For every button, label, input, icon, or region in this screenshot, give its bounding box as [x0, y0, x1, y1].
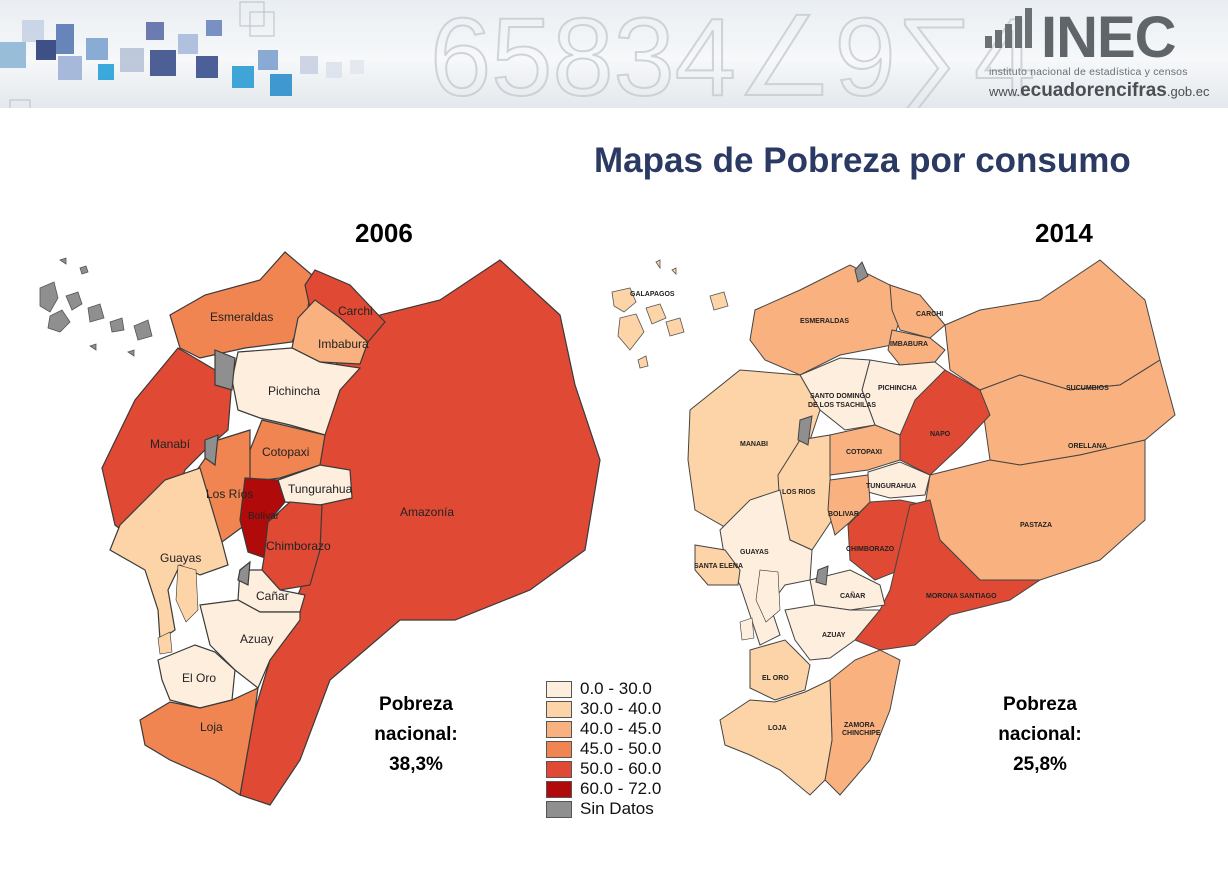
- provinces-2006: [101, 251, 601, 806]
- region-loja-2006: [139, 686, 259, 796]
- region-guayas-2006: [109, 467, 229, 642]
- region-manabi-2006: [101, 347, 233, 546]
- label-santaelena-2014: SANTA ELENA: [694, 563, 743, 570]
- label-esmeraldas-2006: Esmeraldas: [210, 310, 273, 324]
- label-carchi-2006: Carchi: [338, 304, 373, 318]
- label-manabi-2014: MANABI: [740, 441, 768, 448]
- legend-item: 40.0 - 45.0: [546, 719, 686, 739]
- region-loja-2014: [719, 679, 833, 796]
- banner-decoration: 65834∠9∑4: [0, 0, 1036, 108]
- label-azuay-2006: Azuay: [240, 632, 273, 646]
- label-tsachilas-2014: DE LOS TSACHILAS: [808, 402, 876, 409]
- label-morona-2014: MORONA SANTIAGO: [926, 593, 997, 600]
- gulf-islands-2006: [157, 564, 199, 655]
- legend-item: 60.0 - 72.0: [546, 779, 686, 799]
- label-guayas-2006: Guayas: [160, 551, 201, 565]
- label-chinchipe-2014: CHINCHIPE: [842, 730, 881, 737]
- year-2014-label: 2014: [1035, 218, 1093, 248]
- inec-logo: INEC instituto nacional de estadística y…: [985, 5, 1225, 103]
- province-labels-2014: GALAPAGOS ESMERALDAS CARCHI IMBABURA PIC…: [630, 291, 1109, 737]
- label-losrios-2006: Los Ríos: [206, 487, 253, 501]
- region-sucumbios-2014: [944, 259, 1161, 391]
- label-canar-2014: CAÑAR: [840, 591, 865, 600]
- legend-item: 45.0 - 50.0: [546, 739, 686, 759]
- label-bolivar-2006: Bolívar: [248, 511, 280, 522]
- galapagos-2006: [39, 257, 153, 357]
- inec-bars-icon: [985, 8, 1032, 48]
- legend-swatch: [546, 701, 572, 718]
- region-eloro-2014: [749, 639, 811, 701]
- legend-item: 0.0 - 30.0: [546, 679, 686, 699]
- inec-logo-subtitle: instituto nacional de estadística y cens…: [989, 66, 1188, 78]
- label-guayas-2014: GUAYAS: [740, 549, 769, 556]
- label-chimborazo-2006: Chimborazo: [266, 539, 331, 553]
- label-loja-2014: LOJA: [768, 725, 787, 732]
- map-legend: 0.0 - 30.0 30.0 - 40.0 40.0 - 45.0 45.0 …: [546, 679, 686, 819]
- label-orellana-2014: ORELLANA: [1068, 443, 1107, 450]
- inec-logo-text: INEC: [1041, 5, 1177, 70]
- label-zamora-2014: ZAMORA: [844, 722, 875, 729]
- region-azuay-2006: [199, 599, 301, 689]
- provinces-2014: [687, 259, 1176, 796]
- label-bolivar-2014: BOLIVAR: [828, 511, 859, 518]
- region-esmeraldas-2006: [169, 251, 313, 359]
- label-eloro-2006: El Oro: [182, 671, 216, 685]
- svg-text:65834∠9∑4: 65834∠9∑4: [430, 0, 1035, 108]
- label-losrios-2014: LOS RIOS: [782, 489, 816, 496]
- header-banner: 65834∠9∑4 INEC instituto nacional de est…: [0, 0, 1228, 108]
- label-cotopaxi-2006: Cotopaxi: [262, 445, 309, 459]
- label-tungurahua-2014: TUNGURAHUA: [866, 483, 916, 490]
- label-imbabura-2006: Imbabura: [318, 337, 369, 351]
- galapagos-2014: [611, 259, 729, 369]
- label-amazonia-2006: Amazonía: [400, 505, 454, 519]
- label-esmeraldas-2014: ESMERALDAS: [800, 318, 849, 325]
- label-cotopaxi-2014: COTOPAXI: [846, 449, 882, 456]
- label-chimborazo-2014: CHIMBORAZO: [846, 546, 895, 553]
- label-napo-2014: NAPO: [930, 431, 951, 438]
- label-carchi-2014: CARCHI: [916, 311, 943, 318]
- region-bolivar-2014: [827, 474, 871, 536]
- website-link[interactable]: www.ecuadorencifras.gob.ec: [989, 80, 1210, 101]
- region-santaelena-2014: [694, 544, 741, 586]
- legend-swatch: [546, 801, 572, 818]
- legend-swatch: [546, 741, 572, 758]
- province-labels-2006: Esmeraldas Carchi Imbabura Pichincha Man…: [150, 304, 454, 734]
- gulf-islands-2014: [739, 569, 781, 641]
- label-sucumbios-2014: SUCUMBIOS: [1066, 385, 1109, 392]
- national-poverty-2014: Pobreza nacional: 25,8%: [998, 694, 1082, 775]
- year-2006-label: 2006: [355, 218, 413, 248]
- legend-item: 30.0 - 40.0: [546, 699, 686, 719]
- legend-swatch: [546, 781, 572, 798]
- label-tungurahua-2006: Tungurahua: [288, 482, 353, 496]
- label-santodomingo-2014: SANTO DOMINGO: [810, 393, 871, 400]
- label-imbabura-2014: IMBABURA: [890, 341, 928, 348]
- national-poverty-2006: Pobreza nacional: 38,3%: [374, 694, 458, 775]
- label-azuay-2014: AZUAY: [822, 632, 846, 639]
- label-loja-2006: Loja: [200, 720, 223, 734]
- map-2014: GALAPAGOS ESMERALDAS CARCHI IMBABURA PIC…: [611, 259, 1176, 796]
- region-azuay-2014: [784, 604, 882, 661]
- legend-swatch: [546, 721, 572, 738]
- label-eloro-2014: EL ORO: [762, 675, 789, 682]
- label-pastaza-2014: PASTAZA: [1020, 522, 1052, 529]
- label-canar-2006: Cañar: [256, 589, 289, 603]
- region-chimborazo-2006: [261, 501, 323, 591]
- legend-swatch: [546, 681, 572, 698]
- legend-item: Sin Datos: [546, 799, 686, 819]
- label-galapagos-2014: GALAPAGOS: [630, 291, 675, 298]
- legend-swatch: [546, 761, 572, 778]
- page-title: Mapas de Pobreza por consumo: [594, 141, 1131, 180]
- legend-item: 50.0 - 60.0: [546, 759, 686, 779]
- label-pichincha-2014: PICHINCHA: [878, 385, 917, 392]
- region-santodomingo-2014: [799, 357, 876, 431]
- map-2006: Esmeraldas Carchi Imbabura Pichincha Man…: [39, 251, 601, 806]
- label-manabi-2006: Manabí: [150, 437, 191, 451]
- label-pichincha-2006: Pichincha: [268, 384, 320, 398]
